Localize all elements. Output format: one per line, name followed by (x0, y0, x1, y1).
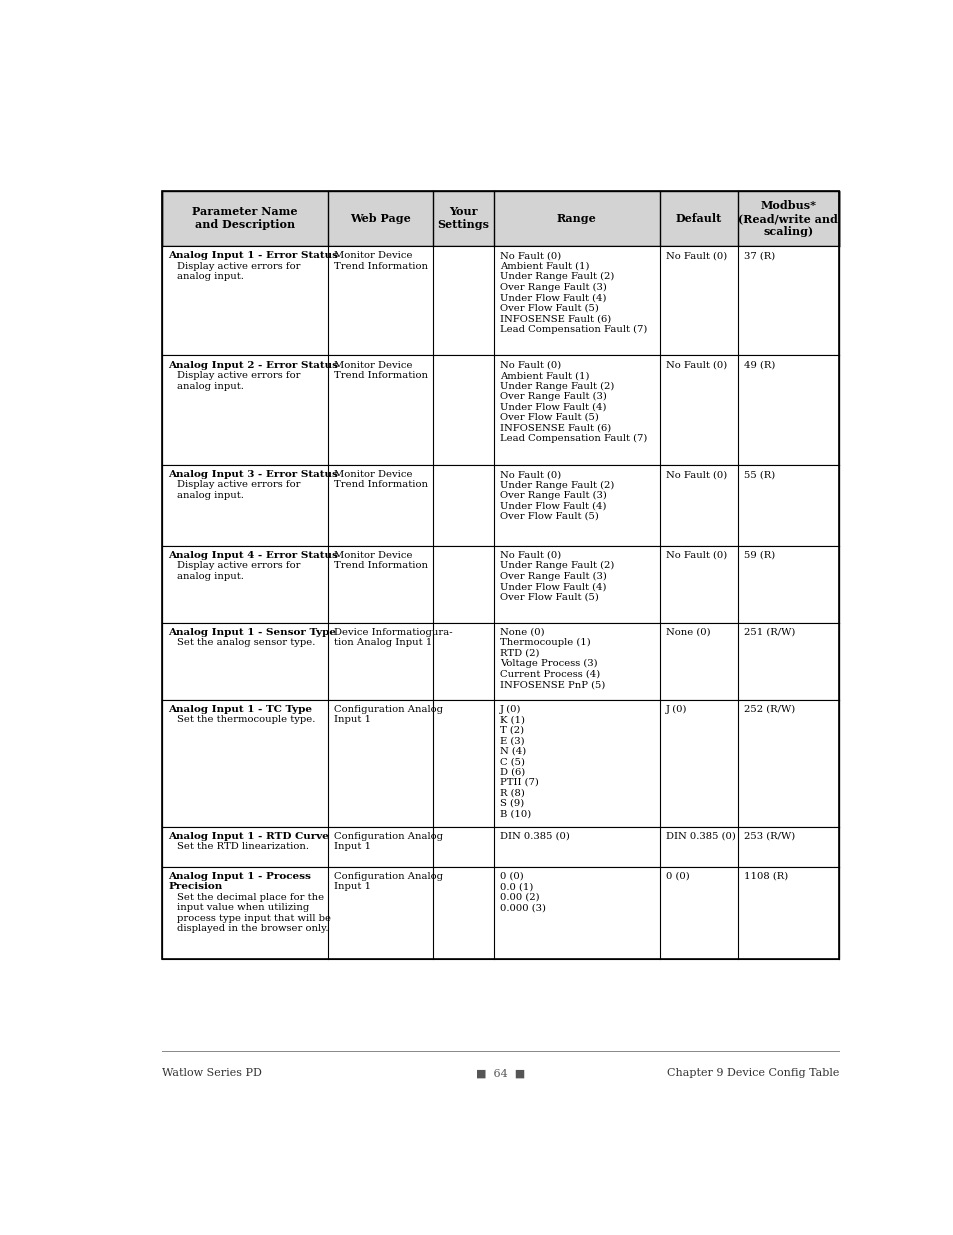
Text: Analog Input 2 - Error Status: Analog Input 2 - Error Status (168, 361, 337, 369)
Bar (162, 246, 839, 356)
Text: J (0): J (0) (665, 705, 687, 714)
Text: No Fault (0)
Under Range Fault (2)
Over Range Fault (3)
Under Flow Fault (4)
Ove: No Fault (0) Under Range Fault (2) Over … (499, 551, 614, 601)
Text: 55 (R): 55 (R) (743, 471, 774, 479)
Bar (162, 464, 839, 546)
Text: Analog Input 1 - Sensor Type: Analog Input 1 - Sensor Type (168, 627, 335, 637)
Text: 251 (R/W): 251 (R/W) (743, 627, 795, 637)
Text: Monitor Device
Trend Information: Monitor Device Trend Information (334, 551, 428, 571)
Text: Monitor Device
Trend Information: Monitor Device Trend Information (334, 252, 428, 270)
Text: Analog Input 1 - RTD Curve: Analog Input 1 - RTD Curve (168, 832, 329, 841)
Text: Parameter Name
and Description: Parameter Name and Description (192, 206, 297, 230)
Text: 253 (R/W): 253 (R/W) (743, 832, 794, 841)
Text: Display active errors for
analog input.: Display active errors for analog input. (177, 561, 300, 580)
Text: None (0)
Thermocouple (1)
RTD (2)
Voltage Process (3)
Current Process (4)
INFOSE: None (0) Thermocouple (1) RTD (2) Voltag… (499, 627, 605, 689)
Text: 49 (R): 49 (R) (743, 361, 775, 369)
Text: Device Informatiogura-
tion Analog Input 1: Device Informatiogura- tion Analog Input… (334, 627, 452, 647)
Text: None (0): None (0) (665, 627, 710, 637)
Text: No Fault (0)
Ambient Fault (1)
Under Range Fault (2)
Over Range Fault (3)
Under : No Fault (0) Ambient Fault (1) Under Ran… (499, 252, 647, 333)
Bar (162, 622, 839, 699)
Text: 252 (R/W): 252 (R/W) (743, 705, 794, 714)
Bar (162, 699, 839, 826)
Bar (162, 190, 839, 960)
Text: ■  64  ■: ■ 64 ■ (476, 1068, 524, 1078)
Bar (162, 867, 839, 960)
Bar (162, 826, 839, 867)
Text: DIN 0.385 (0): DIN 0.385 (0) (665, 832, 735, 841)
Text: 0 (0): 0 (0) (665, 872, 689, 881)
Text: Your
Settings: Your Settings (436, 206, 489, 230)
Text: Display active errors for
analog input.: Display active errors for analog input. (177, 262, 300, 282)
Text: Configuration Analog
Input 1: Configuration Analog Input 1 (334, 872, 442, 892)
Bar (162, 356, 839, 464)
Text: No Fault (0): No Fault (0) (665, 252, 726, 261)
Text: Set the RTD linearization.: Set the RTD linearization. (177, 842, 309, 851)
Text: Range: Range (557, 212, 596, 224)
Text: Analog Input 1 - Process
Precision: Analog Input 1 - Process Precision (168, 872, 311, 892)
Text: No Fault (0)
Under Range Fault (2)
Over Range Fault (3)
Under Flow Fault (4)
Ove: No Fault (0) Under Range Fault (2) Over … (499, 471, 614, 521)
Text: Set the decimal place for the
input value when utilizing
process type input that: Set the decimal place for the input valu… (177, 893, 331, 932)
Text: Configuration Analog
Input 1: Configuration Analog Input 1 (334, 705, 442, 724)
Text: Analog Input 1 - TC Type: Analog Input 1 - TC Type (168, 705, 312, 714)
Text: No Fault (0): No Fault (0) (665, 471, 726, 479)
Text: Display active errors for
analog input.: Display active errors for analog input. (177, 370, 300, 390)
Text: Modbus*
(Read/write and
scaling): Modbus* (Read/write and scaling) (738, 200, 838, 237)
Text: Display active errors for
analog input.: Display active errors for analog input. (177, 480, 300, 500)
Text: Set the thermocouple type.: Set the thermocouple type. (177, 715, 315, 724)
Text: DIN 0.385 (0): DIN 0.385 (0) (499, 832, 569, 841)
Text: Analog Input 1 - Error Status: Analog Input 1 - Error Status (168, 252, 337, 261)
Bar (162, 190, 839, 246)
Text: Configuration Analog
Input 1: Configuration Analog Input 1 (334, 832, 442, 851)
Text: Monitor Device
Trend Information: Monitor Device Trend Information (334, 361, 428, 380)
Text: J (0)
K (1)
T (2)
E (3)
N (4)
C (5)
D (6)
PTII (7)
R (8)
S (9)
B (10): J (0) K (1) T (2) E (3) N (4) C (5) D (6… (499, 705, 538, 818)
Text: 1108 (R): 1108 (R) (743, 872, 787, 881)
Text: 37 (R): 37 (R) (743, 252, 774, 261)
Text: No Fault (0): No Fault (0) (665, 551, 726, 559)
Text: 0 (0)
0.0 (1)
0.00 (2)
0.000 (3): 0 (0) 0.0 (1) 0.00 (2) 0.000 (3) (499, 872, 545, 913)
Text: 59 (R): 59 (R) (743, 551, 774, 559)
Text: Web Page: Web Page (350, 212, 410, 224)
Text: Analog Input 4 - Error Status: Analog Input 4 - Error Status (168, 551, 337, 559)
Text: Analog Input 3 - Error Status: Analog Input 3 - Error Status (168, 471, 337, 479)
Text: Watlow Series PD: Watlow Series PD (162, 1068, 261, 1078)
Bar (162, 546, 839, 622)
Text: Default: Default (675, 212, 721, 224)
Text: Chapter 9 Device Config Table: Chapter 9 Device Config Table (666, 1068, 839, 1078)
Text: No Fault (0): No Fault (0) (665, 361, 726, 369)
Text: No Fault (0)
Ambient Fault (1)
Under Range Fault (2)
Over Range Fault (3)
Under : No Fault (0) Ambient Fault (1) Under Ran… (499, 361, 647, 443)
Text: Monitor Device
Trend Information: Monitor Device Trend Information (334, 471, 428, 489)
Text: Set the analog sensor type.: Set the analog sensor type. (177, 638, 315, 647)
